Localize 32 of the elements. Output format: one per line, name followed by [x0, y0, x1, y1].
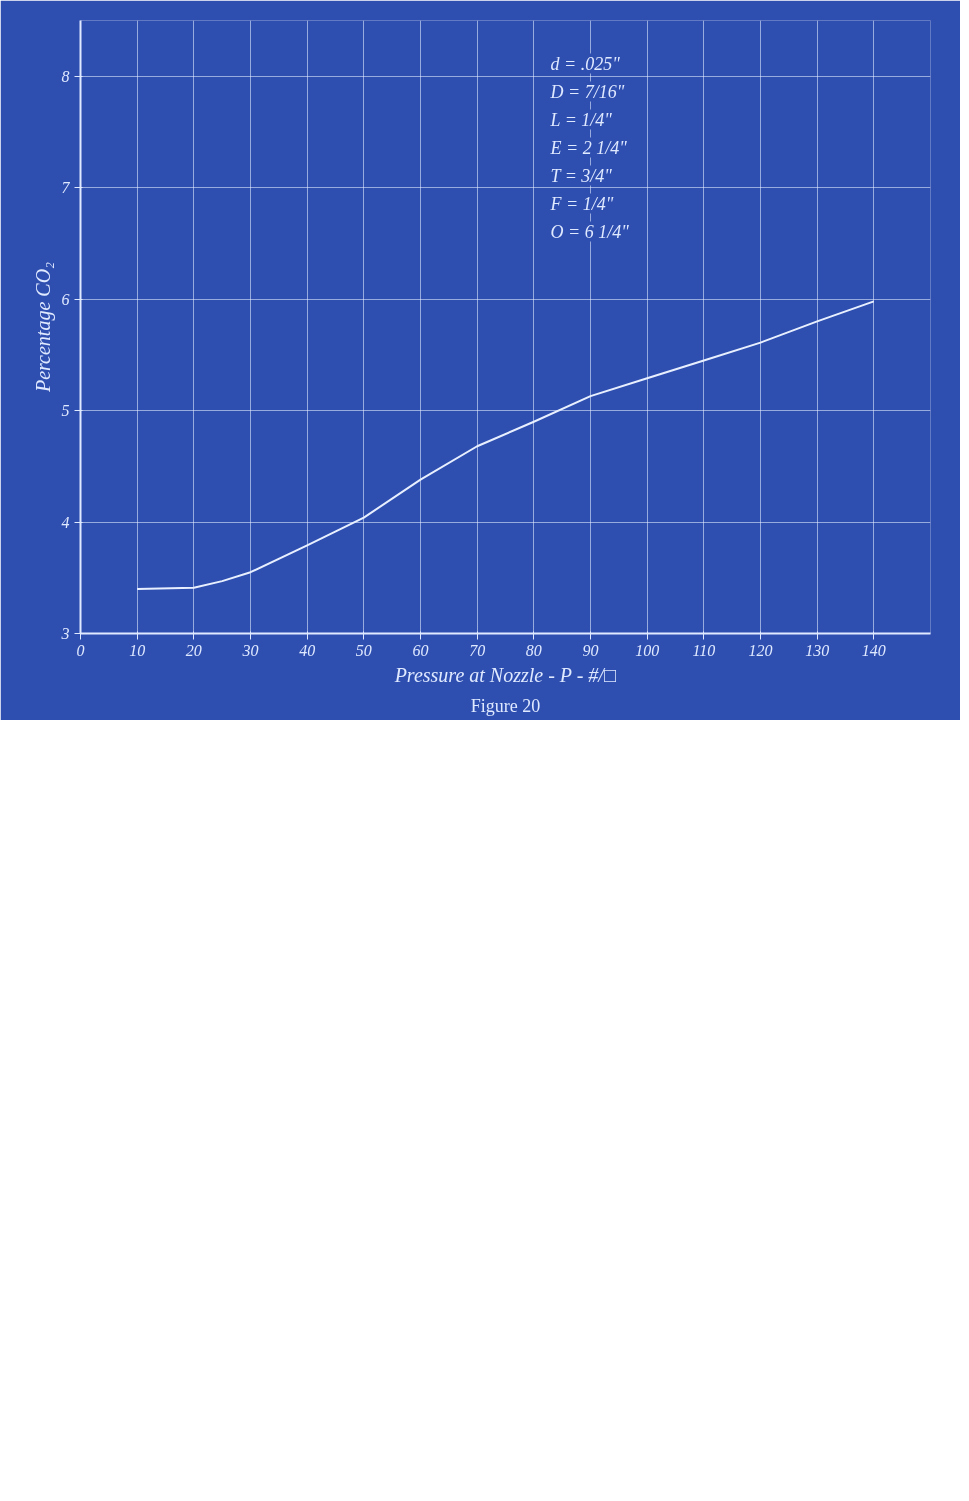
x-tick-label: 80: [525, 641, 542, 659]
y-tick-label: 7: [61, 179, 71, 197]
caption: Figure 20: [470, 695, 541, 716]
y-tick-label: 6: [61, 290, 70, 308]
x-tick-label: 0: [76, 641, 85, 659]
y-tick-label: 5: [61, 402, 70, 420]
y-axis-title: Percentage CO₂: [31, 261, 55, 394]
x-tick-label: 70: [469, 641, 486, 659]
x-tick-label: 130: [805, 641, 830, 659]
line-series: [136, 300, 875, 590]
x-tick-label: 20: [185, 641, 202, 659]
x-tick-label: 40: [299, 641, 316, 659]
annotation: F = 1/4": [549, 193, 614, 214]
x-tick-label: 100: [635, 641, 660, 659]
y-tick-label: 8: [61, 67, 70, 85]
annotation: D = 7/16": [549, 81, 625, 102]
y-tick-label: 3: [60, 625, 70, 642]
x-tick-label: 10: [129, 641, 146, 659]
annotation: E = 2 1/4": [549, 137, 628, 158]
annotation: L = 1/4": [549, 109, 613, 130]
x-tick-label: 120: [748, 641, 773, 659]
x-tick-label: 140: [861, 641, 886, 659]
x-tick-label: 60: [412, 641, 429, 659]
x-tick-label: 110: [692, 641, 716, 659]
y-tick-label: 4: [61, 513, 70, 531]
x-tick-label: 30: [241, 641, 259, 659]
annotation: T = 3/4": [550, 165, 613, 186]
annotation: O = 6 1/4": [550, 221, 630, 242]
x-tick-label: 90: [582, 641, 599, 659]
x-axis-title: Pressure at Nozzle - P - #/□: [393, 663, 616, 686]
annotation: d = .025": [550, 53, 621, 74]
x-tick-label: 50: [355, 641, 372, 659]
